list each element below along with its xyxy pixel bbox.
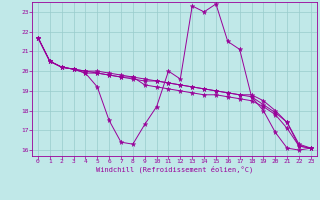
X-axis label: Windchill (Refroidissement éolien,°C): Windchill (Refroidissement éolien,°C) — [96, 166, 253, 173]
